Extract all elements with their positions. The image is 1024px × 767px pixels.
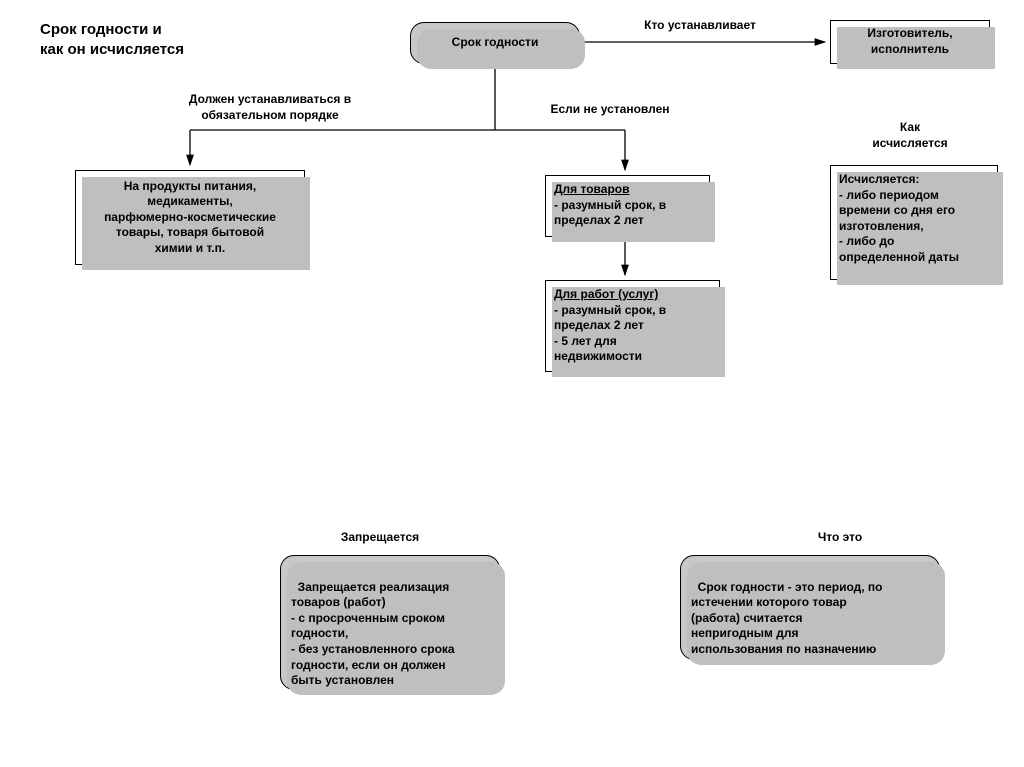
box-manufacturer-text: Изготовитель, исполнитель bbox=[867, 26, 952, 57]
edge-label-ifnot: Если не установлен bbox=[530, 102, 690, 118]
label-forbidden: Запрещается bbox=[310, 530, 450, 546]
diagram-title: Срок годности и как он исчисляется bbox=[40, 20, 184, 61]
label-what: Что это bbox=[790, 530, 890, 546]
box-products-text: На продукты питания, медикаменты, парфюм… bbox=[104, 179, 276, 257]
box-calculation: Исчисляется: - либо периодом времени со … bbox=[830, 165, 998, 280]
root-node: Срок годности bbox=[410, 22, 580, 64]
edge-label-must: Должен устанавливаться в обязательном по… bbox=[150, 92, 390, 123]
box-what: Срок годности - это период, по истечении… bbox=[680, 555, 940, 660]
box-services-title: Для работ (услуг) bbox=[554, 287, 658, 301]
box-calc-body: - либо периодом времени со дня его изгот… bbox=[839, 188, 959, 264]
edge-label-who: Кто устанавливает bbox=[620, 18, 780, 34]
box-calc-title: Исчисляется: bbox=[839, 172, 920, 186]
box-goods-body: - разумный срок, в пределах 2 лет bbox=[554, 198, 666, 228]
box-manufacturer: Изготовитель, исполнитель bbox=[830, 20, 990, 64]
box-what-text: Срок годности - это период, по истечении… bbox=[691, 580, 883, 656]
box-products: На продукты питания, медикаменты, парфюм… bbox=[75, 170, 305, 265]
box-services: Для работ (услуг) - разумный срок, в пре… bbox=[545, 280, 720, 372]
box-forbidden: Запрещается реализация товаров (работ) -… bbox=[280, 555, 500, 690]
box-goods-title: Для товаров bbox=[554, 182, 630, 196]
root-node-text: Срок годности bbox=[452, 35, 539, 51]
box-goods: Для товаров - разумный срок, в пределах … bbox=[545, 175, 710, 237]
label-how: Как исчисляется bbox=[850, 120, 970, 151]
box-services-body: - разумный срок, в пределах 2 лет - 5 ле… bbox=[554, 303, 666, 364]
box-forbidden-text: Запрещается реализация товаров (работ) -… bbox=[291, 580, 455, 688]
